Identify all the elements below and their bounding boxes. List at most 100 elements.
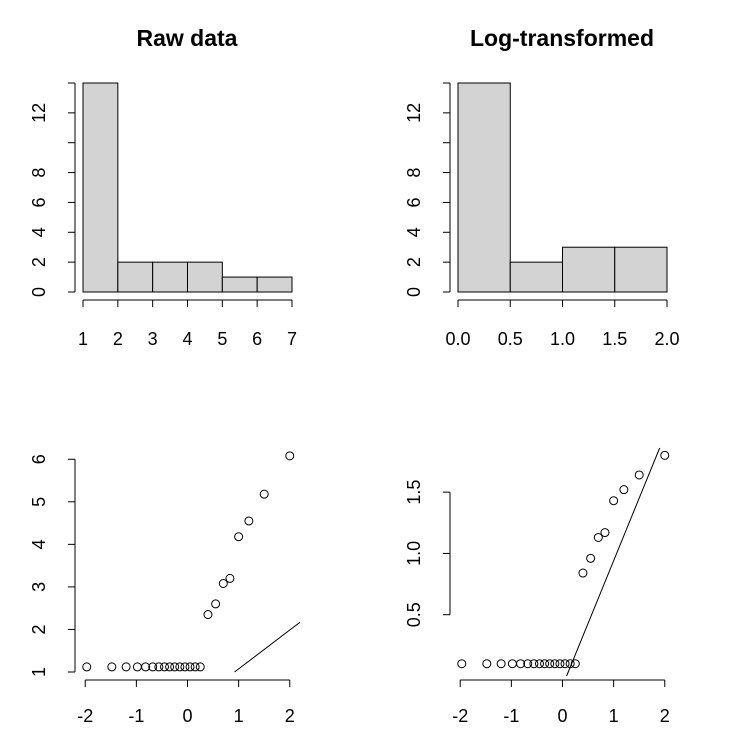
- x-tick-label: -1: [128, 706, 144, 726]
- data-point: [586, 553, 596, 563]
- x-tick-label: 2: [660, 706, 670, 726]
- histogram-bar: [562, 246, 616, 293]
- data-point: [660, 450, 670, 460]
- data-point: [578, 568, 588, 578]
- y-tick-label: 12: [404, 103, 424, 123]
- data-point: [234, 532, 244, 542]
- y-tick-label: 2: [29, 257, 49, 267]
- data-point: [82, 662, 92, 672]
- reference-line: [234, 621, 301, 673]
- histogram-bar: [256, 276, 293, 293]
- x-tick-label: 1: [234, 706, 244, 726]
- data-point: [600, 528, 610, 538]
- plot-area: [457, 447, 670, 677]
- axes: -2 -1 0 1 2 0.5 1.0 1.5: [404, 480, 670, 726]
- x-tick-label: 5: [217, 329, 227, 349]
- y-tick-label: 12: [29, 103, 49, 123]
- data-point: [121, 662, 131, 672]
- x-tick-label: 1.0: [550, 329, 575, 349]
- data-point: [159, 662, 169, 672]
- plot-area: [82, 451, 301, 673]
- data-point: [154, 662, 164, 672]
- data-point: [285, 451, 295, 461]
- y-tick-label: 6: [29, 197, 49, 207]
- x-tick-label: 7: [287, 329, 297, 349]
- data-point: [550, 659, 560, 669]
- x-tick-label: 1: [78, 329, 88, 349]
- histogram-bar: [457, 82, 511, 293]
- data-point: [534, 659, 544, 669]
- data-point: [203, 610, 213, 620]
- histogram-bar: [152, 261, 189, 293]
- y-tick-label: 5: [29, 497, 49, 507]
- x-tick-label: 0: [182, 706, 192, 726]
- y-tick-label: 8: [404, 168, 424, 178]
- y-tick-label: 4: [29, 227, 49, 237]
- histogram-bar: [614, 246, 668, 293]
- x-tick-label: 6: [252, 329, 262, 349]
- data-point: [507, 659, 517, 669]
- y-tick-label: 8: [29, 168, 49, 178]
- histogram-bar: [509, 261, 563, 293]
- data-point: [482, 659, 492, 669]
- histogram-bar: [187, 261, 223, 293]
- data-point: [244, 516, 254, 526]
- bars: [82, 82, 293, 293]
- x-tick-label: -2: [452, 706, 468, 726]
- data-point: [175, 662, 185, 672]
- x-tick-label: 3: [148, 329, 158, 349]
- data-point: [457, 659, 467, 669]
- y-tick-label: 2: [404, 257, 424, 267]
- data-point: [555, 659, 565, 669]
- data-point: [132, 662, 142, 672]
- data-point: [529, 659, 539, 669]
- x-tick-label: 0.5: [498, 329, 523, 349]
- x-tick-label: 4: [182, 329, 192, 349]
- panel-title: Log-transformed: [470, 25, 654, 51]
- y-tick-label: 0: [29, 287, 49, 297]
- data-point: [523, 659, 533, 669]
- bars: [457, 82, 668, 293]
- data-point: [516, 659, 526, 669]
- data-point: [218, 578, 228, 588]
- data-point: [540, 659, 550, 669]
- data-point: [185, 662, 195, 672]
- x-tick-label: 0: [557, 706, 567, 726]
- data-point: [496, 659, 506, 669]
- data-point: [225, 573, 235, 583]
- data-point: [560, 659, 570, 669]
- data-point: [165, 662, 175, 672]
- x-tick-label: -2: [77, 706, 93, 726]
- x-tick-label: -1: [503, 706, 519, 726]
- data-point: [148, 662, 158, 672]
- data-point: [170, 662, 180, 672]
- x-tick-label: 1.5: [602, 329, 627, 349]
- y-tick-label: 6: [404, 197, 424, 207]
- data-point: [195, 662, 205, 672]
- data-point: [180, 662, 190, 672]
- data-point: [211, 599, 221, 609]
- data-point: [634, 470, 644, 480]
- x-tick-label: 1: [609, 706, 619, 726]
- data-point: [107, 662, 117, 672]
- data-point: [619, 485, 629, 495]
- x-tick-label: 2: [285, 706, 295, 726]
- y-tick-label: 4: [29, 539, 49, 549]
- y-tick-label: 4: [404, 227, 424, 237]
- panel-log-histogram: Log-transformed 0.0 0.5 1.0 1.5 2.0 0 2 4 6 8 12: [404, 25, 680, 349]
- y-tick-label: 3: [29, 582, 49, 592]
- histogram-bar: [221, 276, 258, 293]
- y-tick-label: 2: [29, 624, 49, 634]
- data-point: [609, 496, 619, 506]
- x-tick-label: 2: [113, 329, 123, 349]
- panel-log-scatter: -2 -1 0 1 2 0.5 1.0 1.5: [404, 447, 670, 726]
- panel-title: Raw data: [137, 25, 238, 51]
- y-tick-label: 1: [29, 667, 49, 677]
- x-tick-label: 2.0: [654, 329, 679, 349]
- panel-raw-scatter: -2 -1 0 1 2 1 2 3 4 5 6: [29, 451, 301, 726]
- y-tick-label: 0.5: [404, 602, 424, 627]
